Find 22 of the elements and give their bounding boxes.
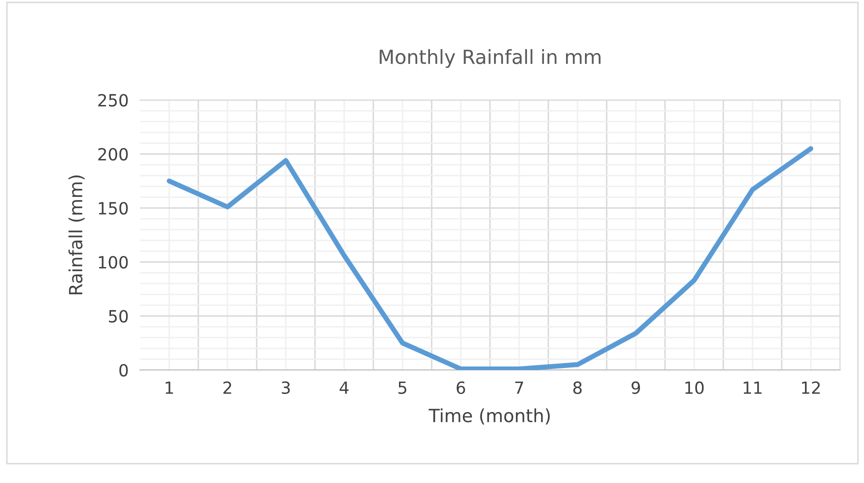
x-tick-label: 1: [166, 382, 173, 394]
y-tick-label: 50: [108, 310, 128, 323]
x-tick-label: 7: [515, 382, 524, 394]
x-tick-label: 8: [573, 381, 582, 394]
y-axis-title: Rainfall (mm): [68, 175, 85, 294]
x-tick-label: 5: [398, 382, 406, 394]
x-tick-label: 9: [632, 381, 640, 394]
y-tick-label: 0: [119, 364, 128, 377]
x-axis-title: Time (month): [428, 408, 550, 424]
x-tick-label: 6: [456, 381, 466, 394]
chart-title: Monthly Rainfall in mm: [380, 49, 600, 68]
x-tick-label: 2: [223, 381, 232, 394]
x-tick-label: 11: [744, 382, 762, 394]
y-tick-label: 250: [98, 94, 128, 107]
y-tick-label: 150: [98, 202, 128, 215]
y-tick-label: 100: [98, 256, 128, 269]
x-tick-label: 3: [282, 381, 290, 394]
x-tick-label: 12: [802, 381, 820, 394]
x-tick-label: 10: [685, 381, 704, 394]
x-tick-label: 4: [340, 382, 349, 394]
y-tick-label: 200: [98, 148, 128, 161]
line-series: [166, 146, 814, 370]
